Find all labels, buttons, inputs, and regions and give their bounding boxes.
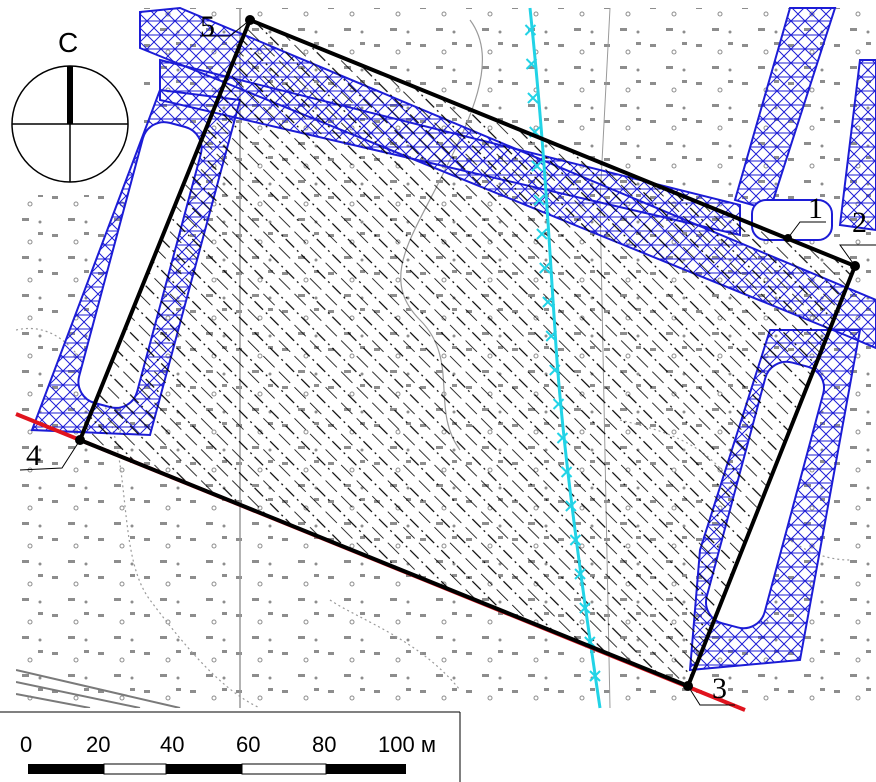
scale-tick-100: 100 м: [378, 732, 436, 757]
cyan-x-mark: [542, 296, 554, 308]
vertex-4-label: 4: [26, 439, 41, 472]
cyan-x-mark: [536, 228, 548, 240]
cyan-x-mark: [545, 330, 557, 342]
land-plot-hatch: [80, 20, 855, 686]
north-compass: С: [11, 27, 129, 183]
vertex-3-label: 3: [712, 672, 727, 705]
scale-tick-40: 40: [160, 732, 184, 757]
vertex-1-label: 1: [808, 192, 823, 225]
scale-tick-80: 80: [312, 732, 336, 757]
cyan-x-mark: [569, 534, 582, 546]
cyan-x-mark: [552, 398, 565, 410]
cyan-x-mark: [579, 602, 591, 614]
vertex-5-label: 5: [200, 10, 215, 43]
cyan-x-mark: [565, 500, 577, 512]
cyan-x-mark: [531, 160, 543, 172]
land-plot: [80, 20, 855, 686]
cyan-x-mark: [533, 194, 545, 206]
cyan-x-mark: [524, 24, 537, 36]
cyan-x-mark: [539, 262, 551, 274]
vertex-points: [19, 15, 876, 706]
vertex-2-label: 2: [852, 206, 867, 239]
north-letter: С: [58, 27, 78, 58]
contour-line: [329, 599, 461, 691]
cyan-x-mark: [589, 670, 601, 682]
cyan-x-mark: [556, 432, 569, 444]
railway-line: [16, 669, 181, 708]
cyan-x-mark: [549, 364, 561, 376]
scale-tick-0: 0: [20, 732, 32, 757]
scale-tick-20: 20: [86, 732, 110, 757]
cyan-x-mark: [525, 58, 538, 70]
cyan-x-mark: [527, 92, 539, 104]
scale-bar: 0 20 40 60 80 100 м: [0, 710, 461, 782]
scale-tick-60: 60: [236, 732, 260, 757]
cyan-x-mark: [574, 568, 586, 580]
boundary-segment: [789, 237, 856, 267]
cyan-x-mark: [560, 466, 573, 478]
utility-zone-far-right: [838, 59, 876, 232]
